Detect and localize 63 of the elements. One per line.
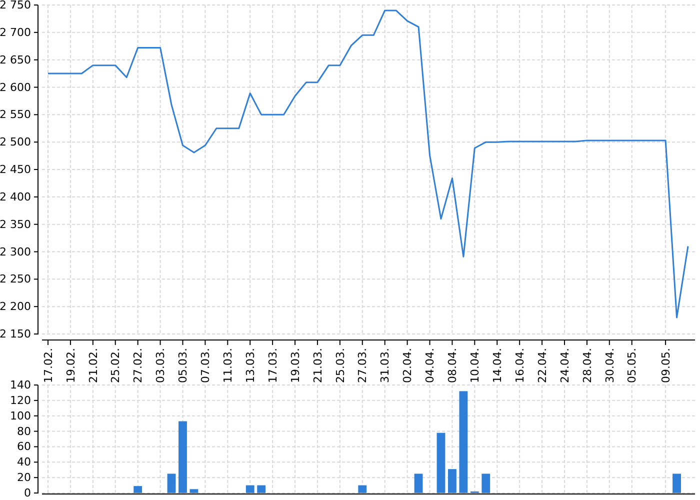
x-tick-label: 24.04. bbox=[558, 348, 572, 383]
y-tick-label: 0 bbox=[24, 486, 31, 500]
x-tick-label: 19.02. bbox=[64, 348, 78, 383]
bar bbox=[414, 474, 423, 493]
y-tick-label: 2 550 bbox=[0, 108, 31, 122]
y-tick-label: 60 bbox=[17, 440, 31, 454]
x-tick-label: 02.04. bbox=[401, 348, 414, 383]
x-tick-label: 22.04. bbox=[536, 348, 549, 383]
bar bbox=[482, 474, 490, 493]
y-tick-label: 140 bbox=[10, 378, 31, 392]
y-tick-label: 80 bbox=[17, 424, 31, 438]
y-tick-label: 2 500 bbox=[0, 136, 31, 149]
bar bbox=[436, 432, 446, 493]
x-tick-label: 31.03. bbox=[378, 348, 392, 383]
x-tick-label: 27.03. bbox=[356, 348, 370, 383]
x-tick-label: 17.03. bbox=[266, 348, 280, 383]
x-tick-label: 11.03. bbox=[222, 348, 234, 383]
bar bbox=[178, 421, 187, 493]
x-tick-label: 30.04. bbox=[603, 348, 616, 383]
y-tick-label: 40 bbox=[17, 456, 31, 469]
bar bbox=[246, 485, 254, 493]
x-tick-label: 21.03. bbox=[311, 348, 324, 383]
y-tick-label: 20 bbox=[17, 471, 31, 484]
y-tick-label: 2 600 bbox=[0, 80, 31, 94]
y-tick-label: 2 300 bbox=[0, 245, 31, 258]
y-tick-label: 2 150 bbox=[0, 328, 31, 341]
x-tick-label: 10.04. bbox=[468, 348, 482, 383]
y-tick-label: 2 350 bbox=[0, 218, 31, 231]
x-tick-label: 17.02. bbox=[42, 348, 55, 383]
y-tick-label: 100 bbox=[10, 409, 31, 422]
y-tick-label: 2 400 bbox=[0, 190, 31, 204]
x-tick-label: 19.03. bbox=[288, 348, 302, 383]
bar bbox=[358, 485, 367, 493]
bar bbox=[257, 485, 266, 493]
x-tick-label: 13.03. bbox=[244, 348, 257, 383]
x-tick-label: 03.03. bbox=[154, 348, 168, 383]
bar bbox=[459, 391, 468, 493]
x-tick-label: 08.04. bbox=[446, 348, 460, 383]
x-tick-label: 09.05. bbox=[659, 348, 672, 383]
x-tick-label: 05.05. bbox=[626, 348, 639, 383]
x-tick-label: 14.04. bbox=[490, 348, 504, 383]
line-series bbox=[47, 10, 689, 318]
x-tick-label: 16.04. bbox=[513, 348, 526, 383]
x-tick-label: 07.03. bbox=[199, 348, 212, 383]
bar bbox=[190, 489, 198, 493]
x-tick-label: 21.02. bbox=[86, 348, 100, 383]
x-tick-label: 25.03. bbox=[334, 348, 347, 383]
y-tick-label: 2 200 bbox=[0, 300, 31, 314]
x-tick-label: 27.02. bbox=[132, 348, 145, 383]
y-tick-label: 2 700 bbox=[0, 26, 31, 39]
x-tick-label: 04.04. bbox=[424, 348, 437, 383]
y-tick-label: 120 bbox=[10, 394, 31, 407]
x-tick-label: 05.03. bbox=[176, 348, 190, 383]
y-tick-label: 2 650 bbox=[0, 53, 31, 66]
bar bbox=[672, 474, 681, 493]
x-tick-label: 25.02. bbox=[109, 348, 122, 383]
bar bbox=[448, 469, 456, 493]
bar bbox=[167, 474, 176, 493]
y-tick-label: 2 250 bbox=[0, 272, 31, 286]
x-tick-label: 28.04. bbox=[580, 348, 594, 383]
y-tick-label: 2 750 bbox=[0, 0, 31, 12]
y-tick-label: 2 450 bbox=[0, 163, 31, 176]
bar bbox=[134, 486, 142, 493]
